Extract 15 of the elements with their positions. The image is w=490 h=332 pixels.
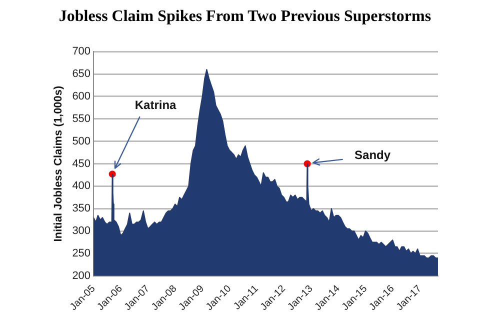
annotation: Sandy xyxy=(354,148,391,162)
y-tick-label: 700 xyxy=(72,46,91,58)
y-tick-label: 300 xyxy=(72,225,91,238)
y-tick-label: 350 xyxy=(72,202,91,215)
y-tick-label: 200 xyxy=(72,270,91,282)
y-tick-label: 250 xyxy=(72,247,91,260)
y-tick-label: 650 xyxy=(72,68,91,80)
y-tick-label: 400 xyxy=(72,180,91,192)
y-axis-title: Initial Jobless Claims (1,000s) xyxy=(52,85,65,242)
chart-title: Jobless Claim Spikes From Two Previous Superstorms xyxy=(58,8,432,26)
annotation: Katrina xyxy=(134,98,176,112)
y-tick-label: 600 xyxy=(72,90,91,102)
y-tick-label: 550 xyxy=(72,112,91,125)
y-tick-label: 450 xyxy=(72,158,91,170)
y-tick-label: 500 xyxy=(72,135,91,148)
